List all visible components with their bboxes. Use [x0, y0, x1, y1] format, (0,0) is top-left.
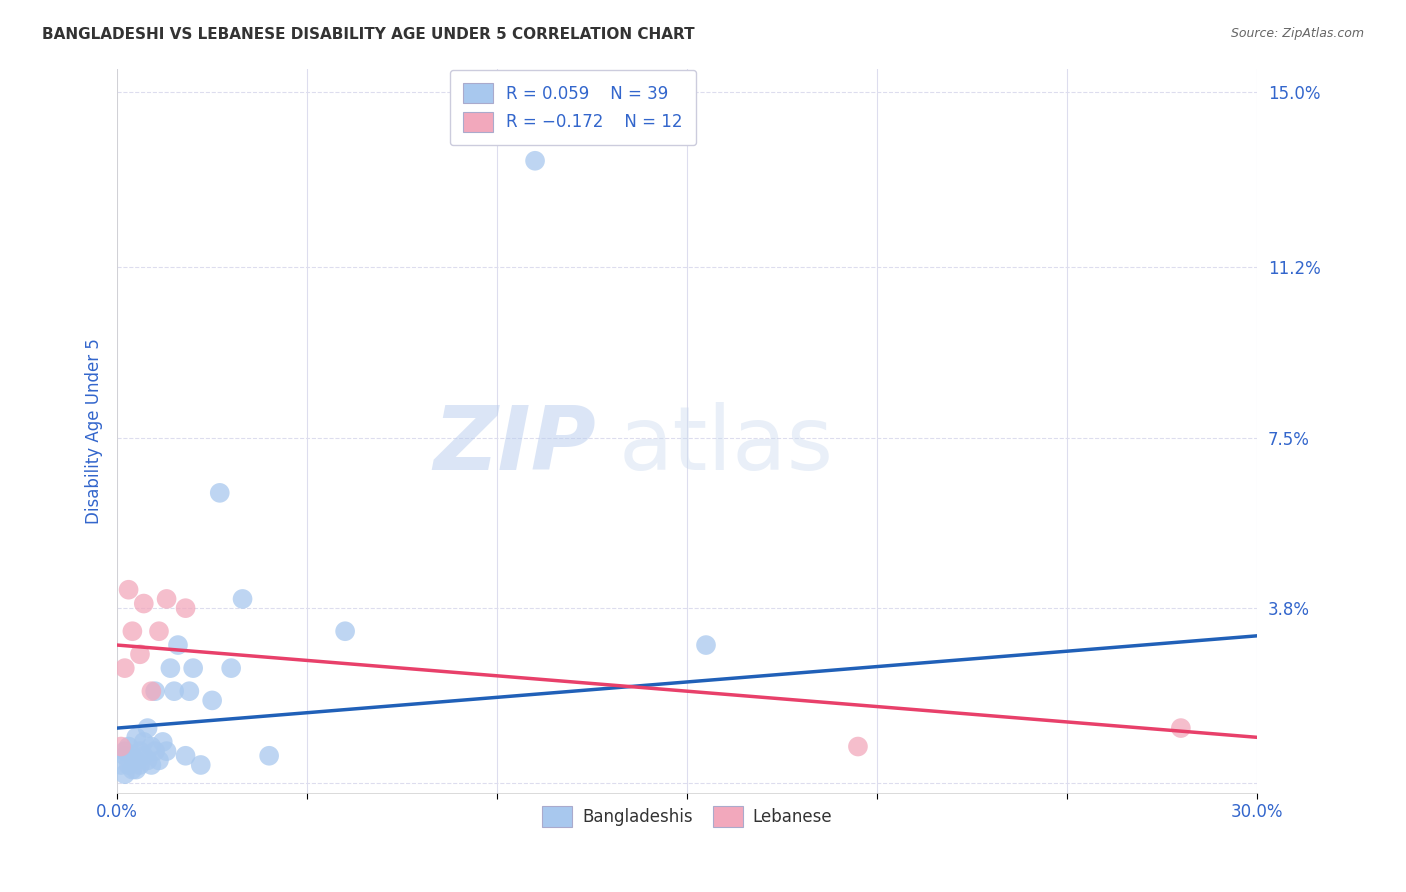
- Point: [125, 731, 148, 745]
- Point: [155, 744, 177, 758]
- Point: [174, 748, 197, 763]
- Point: [219, 661, 242, 675]
- Point: [333, 624, 356, 639]
- Point: [114, 661, 136, 675]
- Text: BANGLADESHI VS LEBANESE DISABILITY AGE UNDER 5 CORRELATION CHART: BANGLADESHI VS LEBANESE DISABILITY AGE U…: [42, 27, 695, 42]
- Point: [141, 758, 163, 772]
- Text: atlas: atlas: [619, 401, 834, 489]
- Point: [110, 758, 132, 772]
- Point: [117, 758, 139, 772]
- Legend: Bangladeshis, Lebanese: Bangladeshis, Lebanese: [533, 798, 841, 835]
- Point: [132, 597, 155, 611]
- Point: [141, 739, 163, 754]
- Point: [125, 753, 148, 767]
- Point: [208, 486, 231, 500]
- Point: [125, 763, 148, 777]
- Point: [201, 693, 224, 707]
- Point: [141, 684, 163, 698]
- Text: Source: ZipAtlas.com: Source: ZipAtlas.com: [1230, 27, 1364, 40]
- Point: [524, 153, 547, 168]
- Point: [257, 748, 280, 763]
- Point: [117, 739, 139, 754]
- Point: [167, 638, 190, 652]
- Point: [129, 648, 152, 662]
- Y-axis label: Disability Age Under 5: Disability Age Under 5: [86, 338, 103, 524]
- Point: [846, 739, 869, 754]
- Point: [136, 753, 159, 767]
- Point: [110, 739, 132, 754]
- Point: [129, 758, 152, 772]
- Point: [155, 591, 177, 606]
- Point: [695, 638, 717, 652]
- Point: [121, 748, 143, 763]
- Text: ZIP: ZIP: [433, 401, 596, 489]
- Point: [136, 721, 159, 735]
- Point: [117, 582, 139, 597]
- Point: [1170, 721, 1192, 735]
- Point: [159, 661, 181, 675]
- Point: [148, 624, 170, 639]
- Point: [114, 767, 136, 781]
- Point: [129, 744, 152, 758]
- Point: [114, 748, 136, 763]
- Point: [174, 601, 197, 615]
- Point: [143, 684, 166, 698]
- Point: [179, 684, 201, 698]
- Point: [148, 753, 170, 767]
- Point: [132, 735, 155, 749]
- Point: [232, 591, 254, 606]
- Point: [163, 684, 186, 698]
- Point: [190, 758, 212, 772]
- Point: [121, 624, 143, 639]
- Point: [114, 744, 136, 758]
- Point: [143, 744, 166, 758]
- Point: [181, 661, 204, 675]
- Point: [132, 748, 155, 763]
- Point: [121, 763, 143, 777]
- Point: [152, 735, 174, 749]
